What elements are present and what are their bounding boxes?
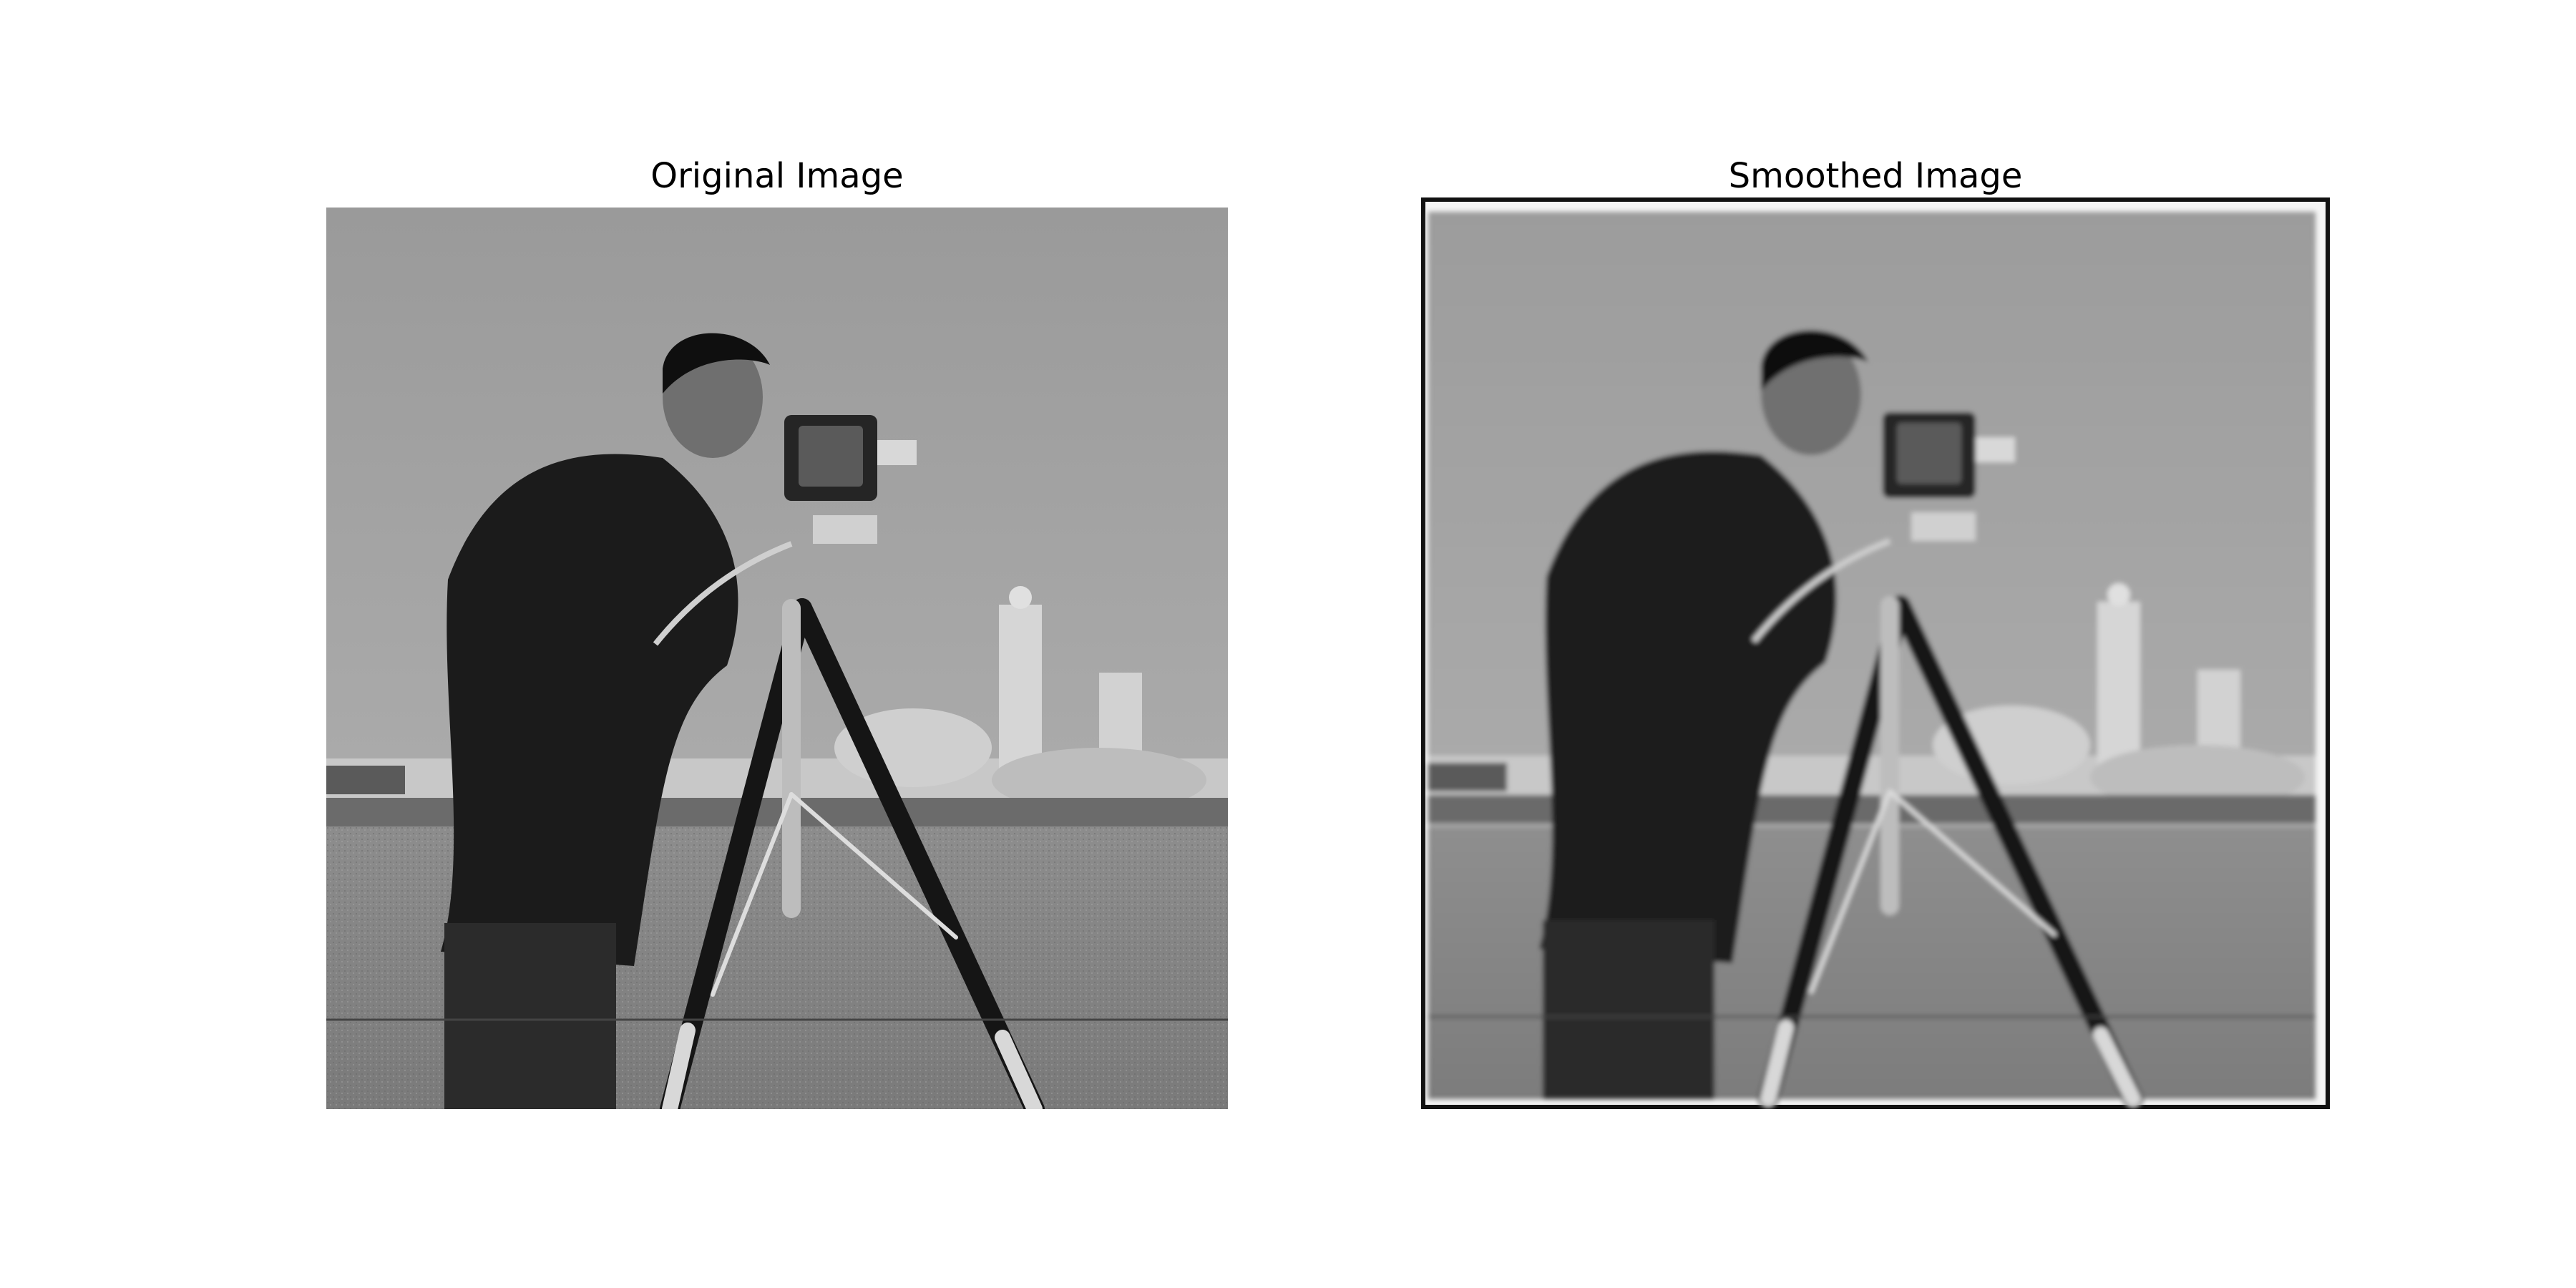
smoothed-image-title: Smoothed Image [1728, 156, 2023, 196]
smoothed-image [1421, 197, 2330, 1109]
original-image-title: Original Image [650, 156, 904, 196]
photo-scene-smoothed [1428, 212, 2316, 1109]
original-image [326, 208, 1228, 1109]
photo-scene [326, 208, 1228, 1109]
